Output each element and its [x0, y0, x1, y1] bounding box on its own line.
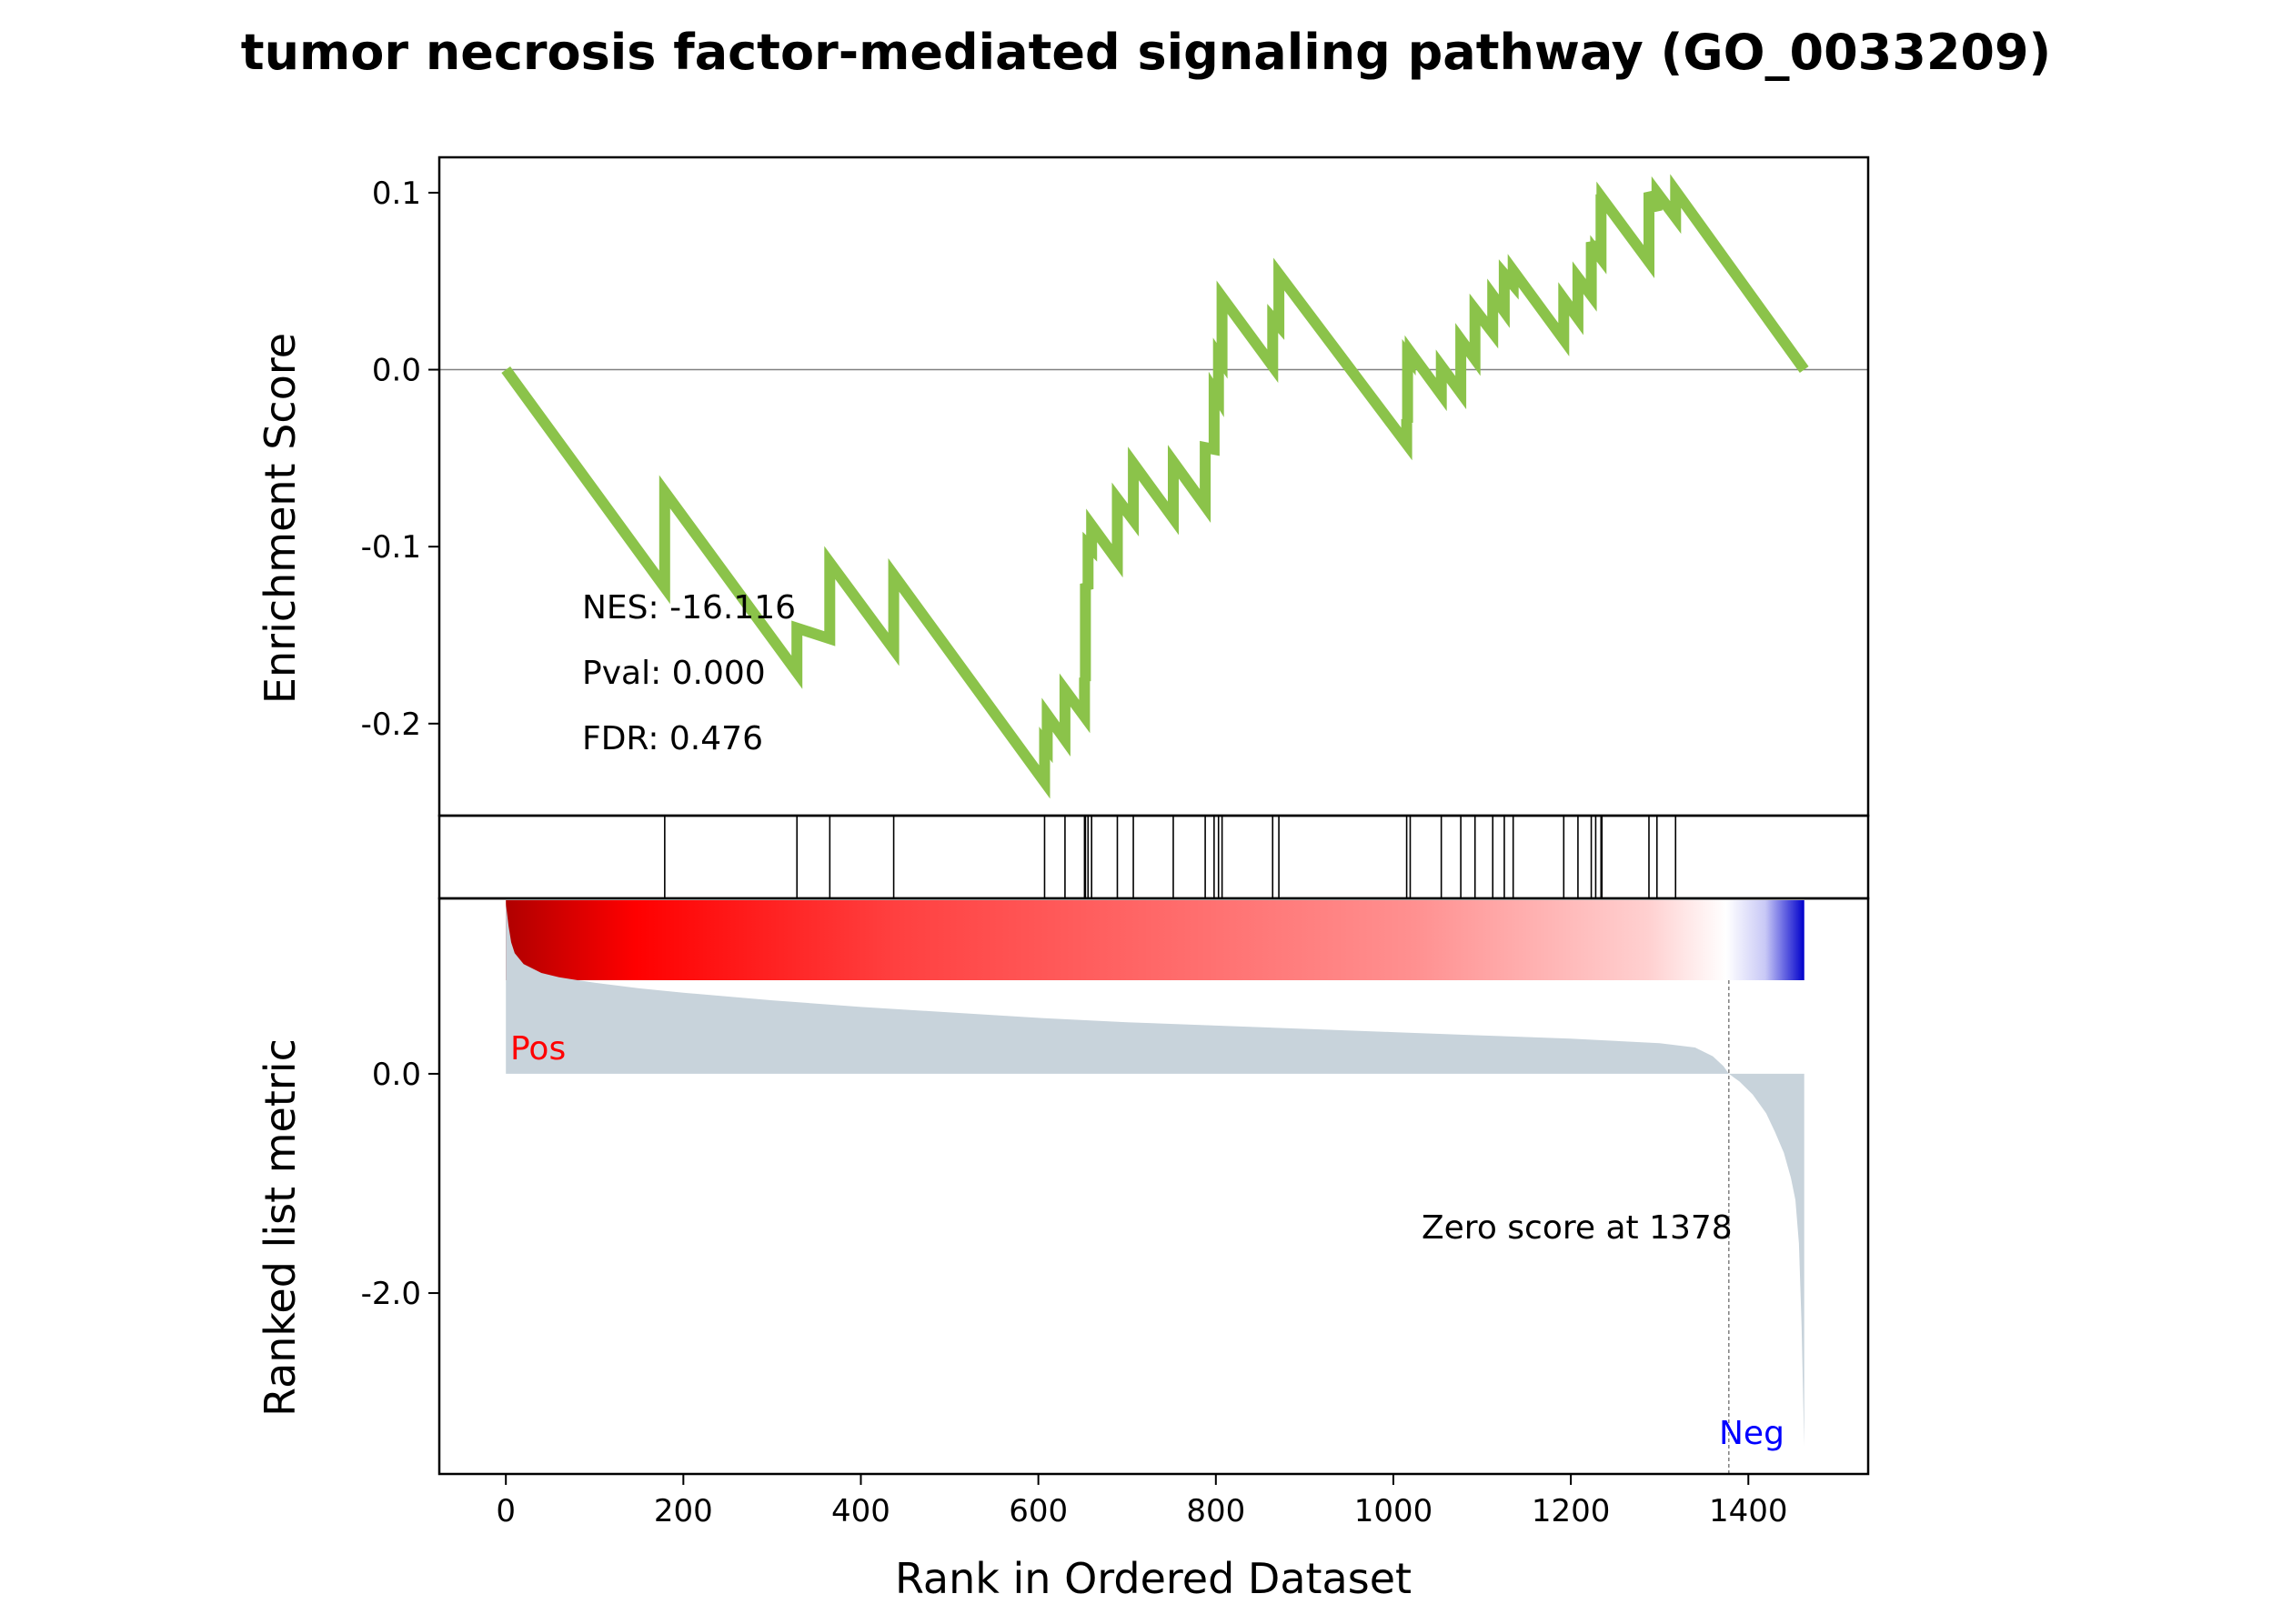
chart-title: tumor necrosis factor-mediated signaling…: [241, 24, 2051, 81]
ranked-metric-area: [506, 904, 1804, 1447]
x-tick-label: 0: [496, 1493, 516, 1529]
x-tick-label: 200: [654, 1493, 713, 1529]
zero-score-label: Zero score at 1378: [1422, 1209, 1733, 1247]
stat-nes: NES: -16.116: [582, 589, 796, 627]
ranking-colorbar: [506, 900, 1804, 980]
stat-fdr: FDR: 0.476: [582, 720, 763, 757]
enrichment-y-ticks: 0.1 0.0 -0.1 -0.2: [361, 175, 439, 743]
x-tick-label: 800: [1186, 1493, 1245, 1529]
enrichment-panel: 0.1 0.0 -0.1 -0.2 Enrichment Score NES: -16…: [256, 155, 1870, 817]
stat-pval: Pval: 0.000: [582, 655, 766, 692]
hit-lines: [664, 816, 1677, 898]
es-y-tick-label: -0.1: [361, 529, 421, 566]
metric-frame: [437, 897, 1870, 1476]
metric-y-ticks: 0.0 -2.0: [361, 1057, 439, 1312]
pos-label: Pos: [510, 1030, 566, 1068]
hits-panel: [437, 814, 1870, 900]
metric-y-tick-label: 0.0: [372, 1057, 421, 1093]
hits-frame: [437, 814, 1870, 900]
x-tick-label: 600: [1009, 1493, 1068, 1529]
es-y-tick-label: 0.1: [372, 175, 421, 212]
x-tick-label: 1200: [1532, 1493, 1611, 1529]
x-tick-label: 1400: [1709, 1493, 1788, 1529]
enrichment-line: [501, 174, 1809, 799]
metric-panel: Zero score at 1378 Pos Neg 0.0 -2.0 Ranke…: [256, 897, 1870, 1476]
x-axis-label: Rank in Ordered Dataset: [895, 1554, 1412, 1603]
metric-ylabel: Ranked list metric: [256, 1038, 305, 1417]
x-tick-label: 1000: [1354, 1493, 1433, 1529]
x-tick-label: 400: [831, 1493, 890, 1529]
metric-y-tick-label: -2.0: [361, 1276, 421, 1312]
es-y-tick-label: -0.2: [361, 707, 421, 743]
es-y-tick-label: 0.0: [372, 353, 421, 389]
x-axis-ticks: 0 200 400 600 800 1000 1200 1400: [496, 1474, 1788, 1529]
neg-label: Neg: [1719, 1415, 1784, 1452]
enrichment-ylabel: Enrichment Score: [256, 333, 305, 704]
